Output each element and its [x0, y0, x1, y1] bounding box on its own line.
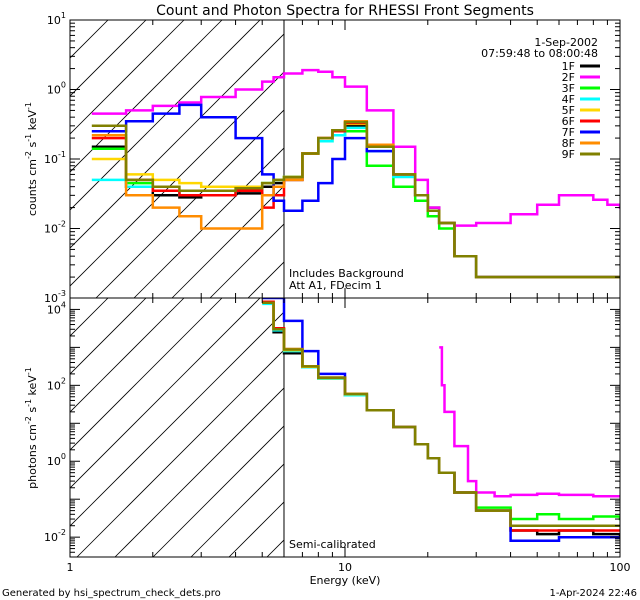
hatch-line — [70, 311, 284, 527]
series-9f — [262, 301, 620, 527]
y-tick-label: 10-2 — [44, 528, 66, 544]
y-tick-label: 100 — [47, 452, 66, 468]
legend-date: 1-Sep-2002 — [534, 36, 598, 49]
legend-label: 4F — [562, 93, 575, 106]
series-5f — [262, 301, 620, 527]
series-1f — [91, 124, 620, 279]
hatch-line — [457, 298, 640, 557]
footer-generator: Generated by hsi_spectrum_check_dets.pro — [2, 588, 221, 599]
series-5f — [91, 122, 620, 279]
y-axis-label: photons cm-2 s-1 keV-1 — [24, 367, 39, 489]
hatch-line — [514, 20, 640, 298]
y-tick-label: 10-2 — [44, 220, 66, 236]
hatch-line — [152, 425, 284, 557]
series-2f — [91, 68, 620, 227]
legend-label: 1F — [562, 60, 575, 73]
annotation: Att A1, FDecim 1 — [289, 279, 382, 292]
y-tick-label: 101 — [47, 11, 66, 27]
series-4f — [262, 302, 620, 527]
footer-timestamp: 1-Apr-2024 22:46 — [550, 588, 637, 599]
y-tick-label: 104 — [47, 300, 66, 316]
y-tick-label: 10-1 — [44, 150, 66, 166]
hatch-line — [190, 463, 284, 557]
series-4f — [91, 126, 620, 279]
hatch-line — [95, 109, 284, 298]
hatch-line — [609, 298, 640, 557]
x-axis-label: Energy (keV) — [310, 574, 381, 587]
hatch-line — [114, 387, 284, 557]
hatch-line — [70, 298, 109, 337]
series-2f — [439, 346, 620, 498]
legend-label: 2F — [562, 71, 575, 84]
y-tick-label: 100 — [47, 81, 66, 97]
chart-title: Count and Photon Spectra for RHESSI Fron… — [156, 3, 534, 19]
hatch-line — [362, 20, 640, 298]
hatch-line — [70, 71, 284, 287]
x-tick-label: 100 — [610, 561, 631, 574]
hatch-line — [70, 20, 185, 135]
hatch-line — [76, 349, 284, 557]
series-9f — [91, 120, 620, 279]
hatch-line — [171, 185, 284, 298]
series-1f — [262, 301, 620, 539]
legend-time-range: 07:59:48 to 08:00:48 — [481, 47, 598, 60]
hatch-line — [70, 33, 284, 249]
legend-label: 7F — [562, 126, 575, 139]
legend-label: 6F — [562, 115, 575, 128]
hatch-line — [70, 20, 223, 173]
hatch-line — [286, 20, 564, 298]
hatch-line — [70, 20, 147, 97]
hatch-line — [400, 20, 640, 298]
x-tick-label: 10 — [338, 561, 352, 574]
hatch-line — [70, 298, 147, 375]
hatch-line — [70, 298, 223, 451]
shaded-region — [70, 20, 640, 298]
photon-spectrum-panel: 1 10 100 10-2 100 102 104 photons cm-2 s-1 keV-… — [24, 297, 640, 574]
legend-label: 5F — [562, 104, 575, 117]
legend-label: 8F — [562, 137, 575, 150]
hatch-line — [133, 147, 284, 298]
legend-label: 9F — [562, 148, 575, 161]
hatch-line — [70, 20, 261, 211]
legend-label: 3F — [562, 82, 575, 95]
hatch-line — [70, 298, 185, 413]
annotation: Includes Background — [289, 267, 404, 280]
y-axis-label: counts cm-2 s-1 keV-1 — [24, 102, 39, 216]
shaded-region — [70, 298, 640, 557]
series-8f — [262, 301, 620, 527]
hatch-line — [247, 261, 284, 298]
series-7f — [262, 298, 620, 543]
y-tick-label: 10-3 — [44, 289, 66, 305]
y-tick-label: 102 — [47, 376, 66, 392]
annotation: Semi-calibrated — [289, 538, 376, 551]
x-tick-label: 1 — [67, 561, 74, 574]
hatch-line — [228, 501, 284, 557]
hatch-line — [70, 298, 261, 489]
hatch-line — [209, 223, 284, 298]
series-6f — [262, 300, 620, 532]
series-8f — [91, 119, 620, 279]
count-spectrum-panel: 10-3 10-2 10-1 100 101 counts cm-2 s-1 keV-1 I… — [24, 11, 640, 305]
